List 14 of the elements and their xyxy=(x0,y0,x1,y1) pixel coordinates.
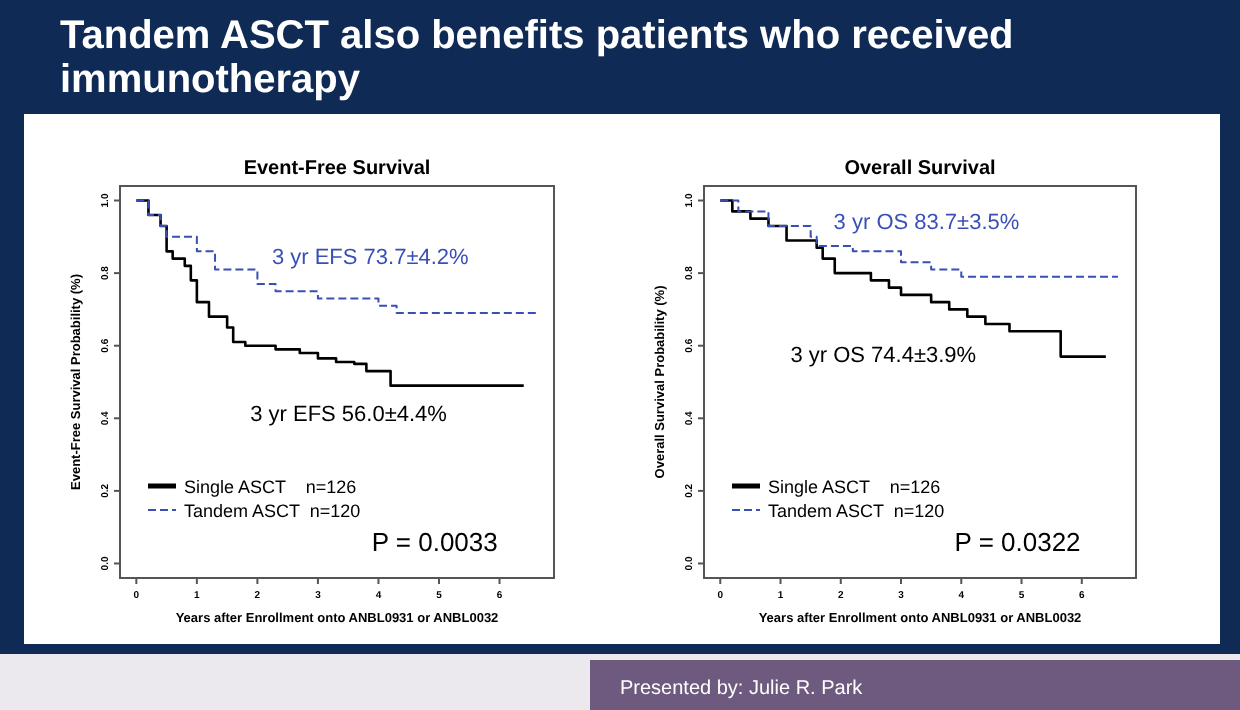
annotation: P = 0.0322 xyxy=(954,526,1081,557)
legend-label: Tandem ASCT n=120 xyxy=(768,501,945,521)
legend-label: Single ASCT n=126 xyxy=(184,477,357,497)
legend-label: Tandem ASCT n=120 xyxy=(184,501,361,521)
annotation: 3 yr OS 83.7±3.5% xyxy=(833,211,1020,236)
annotation: 3 yr OS 74.4±3.9% xyxy=(790,344,977,369)
chart-title: Event-Free Survival xyxy=(243,158,431,180)
chart-title: Overall Survival xyxy=(844,158,997,180)
annotation: P = 0.0033 xyxy=(371,526,498,557)
annotation: 3 yr EFS 73.7±4.2% xyxy=(271,246,470,271)
legend-label: Single ASCT n=126 xyxy=(768,477,941,497)
text: Tandem ASCT also benefits patients who received immunotherapy xyxy=(60,14,1014,102)
text: Presented by: Julie R. Park xyxy=(620,678,865,700)
annotation: 3 yr EFS 56.0±4.4% xyxy=(250,403,448,428)
